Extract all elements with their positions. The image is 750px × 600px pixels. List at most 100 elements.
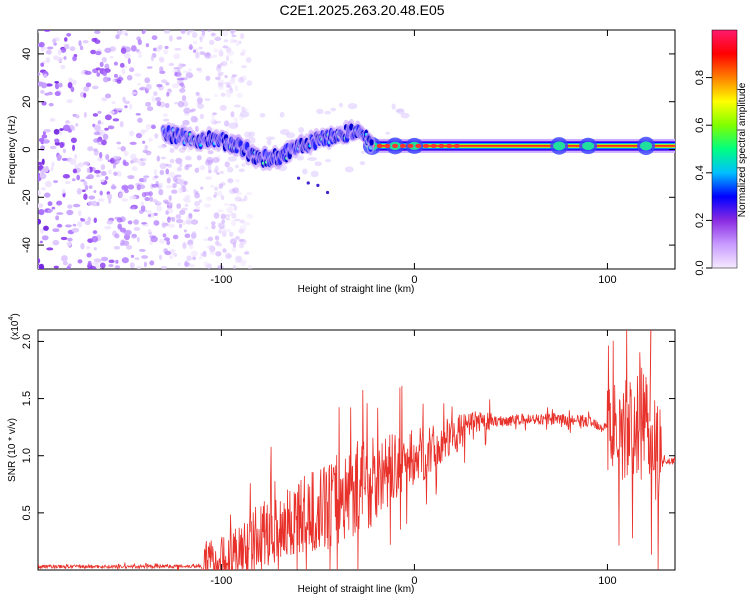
spectrogram-noise-blob (87, 146, 94, 152)
spectrogram-noise-blob (203, 203, 212, 208)
spectrogram-noise-blob (235, 178, 240, 183)
spectrogram-noise-blob (172, 252, 177, 256)
spectrogram-noise-blob (217, 265, 224, 269)
spectrogram-noise-blob (338, 102, 344, 108)
y-tick-label: 1.0 (21, 448, 33, 463)
spectrogram-noise-blob (218, 229, 222, 234)
spectrogram-noise-blob (191, 32, 198, 39)
spectrogram-noise-blob (135, 132, 143, 139)
spectrogram-noise-blob (217, 190, 223, 197)
spectrogram-noise-blob (307, 156, 317, 162)
snr-panel: -100 0 100 0.5 1.0 1.5 2.0 Height of straight … (7, 313, 676, 595)
spectrogram-noise-blob (116, 171, 122, 177)
spectrogram-noise-blob (219, 104, 227, 111)
spectrogram-noise-blob (52, 38, 57, 44)
spectrogram-noise-blob (116, 30, 122, 36)
spectrogram-noise-blob (228, 79, 236, 85)
spectrogram-noise-blob (184, 233, 191, 238)
spectrogram-noise-blob (239, 33, 245, 40)
spectrogram-noise-blob (66, 240, 72, 247)
spectrogram-noise-blob (78, 40, 82, 47)
spectrogram-noise-blob (216, 65, 222, 72)
spectrogram-noise-blob (194, 200, 200, 207)
spectrogram-noise-blob (53, 128, 60, 135)
spectrogram-noise-blob (226, 228, 231, 233)
spectrogram-noise-blob (64, 121, 71, 125)
spectrogram-noise-blob (181, 207, 188, 211)
spectrogram-noise-blob (93, 189, 97, 194)
spectrogram-band-spot (430, 143, 437, 148)
spectrogram-noise-blob (198, 199, 202, 203)
spectrogram-noise-blob (101, 97, 108, 102)
spectrogram-noise-blob (121, 68, 126, 75)
spectrogram-noise-blob (175, 214, 182, 220)
spectrogram-noise-blob (245, 57, 252, 63)
spectrogram-noise-blob (215, 251, 222, 257)
spectrogram-noise-blob (41, 235, 49, 241)
spectrogram-noise-blob (219, 48, 223, 54)
spectrogram-noise-blob (227, 166, 234, 173)
spectrogram-noise-blob (38, 159, 39, 162)
spectrogram-noise-blob (199, 36, 203, 43)
spectrogram-noise-blob (93, 258, 102, 263)
spectrogram-noise-blob (76, 221, 83, 228)
spectrogram-noise-blob (213, 48, 219, 53)
spectrogram-noise-blob (151, 35, 158, 41)
spectrogram-noise-blob (138, 209, 144, 215)
spectrogram-noise-blob (229, 30, 237, 34)
spectrogram-noise-blob (221, 219, 226, 224)
spectrogram-noise-blob (229, 231, 234, 237)
spectrogram-noise-blob (154, 175, 159, 179)
spectrogram-noise-blob (123, 150, 129, 157)
spectrogram-noise-blob (233, 104, 241, 108)
spectrogram-noise-blob (56, 212, 64, 215)
spectrogram-noise-blob (104, 127, 109, 131)
spectrogram-noise-blob (94, 169, 101, 174)
spectrogram-noise-blob (215, 76, 221, 81)
spectrogram-noise-blob (230, 30, 235, 35)
spectrogram-noise-blob (238, 198, 246, 202)
spectrogram-noise-blob (155, 97, 162, 102)
spectrogram-noise-blob (85, 176, 91, 180)
spectrogram-noise-blob (205, 75, 211, 81)
spectrogram-noise-blob (136, 236, 140, 243)
spectrogram-noise-blob (61, 157, 68, 161)
spectrogram-noise-blob (102, 133, 109, 140)
spectrogram-noise-blob (233, 117, 239, 122)
spectrogram-noise-blob (179, 162, 183, 168)
spectrogram-noise-blob (163, 30, 171, 34)
spectrogram-noise-blob (162, 233, 167, 238)
spectrogram-ridge-stray (316, 183, 320, 187)
spectrogram-noise-blob (43, 73, 48, 79)
spectrogram-noise-blob (47, 91, 53, 96)
spectrogram-noise-blob (166, 177, 171, 184)
spectrogram-noise-blob (97, 120, 102, 125)
spectrogram-noise-blob (71, 178, 76, 182)
spectrogram-noise-blob (213, 186, 219, 191)
spectrogram-noise-blob (243, 108, 249, 112)
spectrogram-noise-blob (237, 256, 241, 261)
spectrogram-noise-blob (168, 62, 175, 67)
spectrogram-noise-blob (156, 83, 163, 88)
spectrogram-noise-blob (296, 155, 305, 161)
spectrogram-noise-blob (192, 256, 197, 261)
spectrogram-noise-blob (163, 248, 169, 254)
spectrogram-noise-blob (145, 124, 152, 130)
spectrogram-noise-blob (62, 148, 67, 154)
spectrogram-noise-blob (134, 73, 142, 77)
spectrogram-noise-blob (220, 92, 226, 97)
spectrogram-noise-blob (216, 171, 220, 176)
spectrogram-noise-blob (53, 265, 60, 269)
spectrogram-noise-blob (191, 231, 197, 236)
spectrogram-noise-blob (93, 149, 99, 156)
spectrogram-noise-blob (176, 203, 182, 209)
spectrogram-noise-blob (77, 259, 83, 264)
spectrogram-noise-blob (128, 130, 135, 137)
spectrogram-noise-blob (133, 227, 141, 231)
spectrogram-noise-blob (63, 56, 67, 60)
spectrogram-band-spot (415, 143, 422, 148)
spectrogram-noise-blob (136, 51, 142, 55)
spectrogram-noise-blob (124, 32, 129, 37)
spectrogram-noise-blob (169, 147, 175, 154)
spectrogram-noise-blob (160, 266, 168, 269)
